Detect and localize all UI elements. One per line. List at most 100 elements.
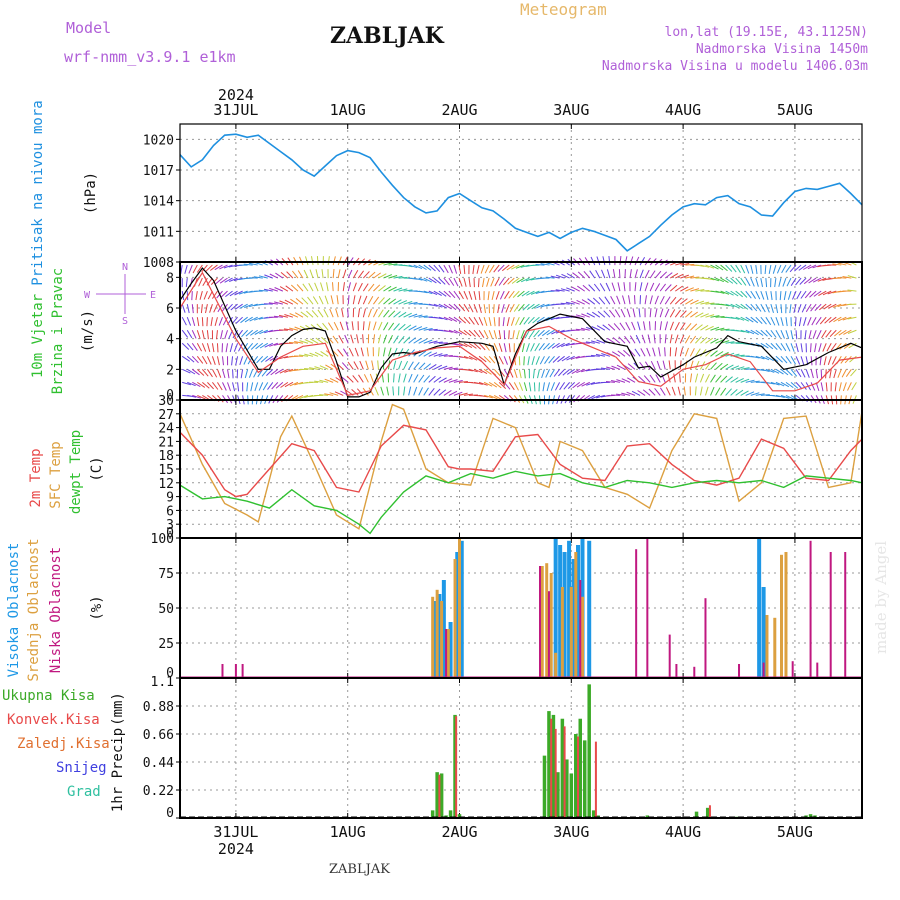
wind-arrow [478,329,485,338]
wind-arrow [606,269,611,279]
wind-arrow [363,374,369,383]
wind-arrow [629,269,632,279]
wind-arrow [642,389,651,396]
ytick-label: 6 [166,302,174,317]
wind-arrow [700,301,710,305]
wind-arrow [837,262,847,266]
wind-arrow [352,375,359,383]
wind-arrow [735,389,744,396]
wind-arrow [182,381,192,386]
wind-arrow [285,285,294,292]
precip-bar [542,755,547,818]
ytick-label: 0.22 [143,784,174,799]
precip-bar [591,810,596,818]
wind-arrow [629,256,634,266]
wind-arrow [715,362,723,370]
wind-arrow [453,277,459,287]
wind-arrow [805,303,812,313]
cloud-bar [574,552,578,678]
wind-arrow [191,368,200,376]
wind-arrow [659,308,664,318]
location-title: ZABLJAK [330,23,444,49]
wind-arrow [398,300,407,305]
wind-arrow [690,323,698,331]
wind-arrow [730,303,740,309]
wind-arrow [834,329,842,337]
wind-arrow [683,386,686,396]
wind-arrow [209,304,213,313]
wind-arrow [279,300,289,305]
wind-arrow [634,269,638,279]
wind-arrow [499,290,505,300]
wind-arrow [192,381,201,388]
wind-arrow [377,334,382,344]
cloud-bar [738,664,741,678]
wind-arrow [458,342,468,348]
wind-arrow [256,355,264,364]
wind-arrow [320,350,329,357]
wind-arrow [453,316,462,323]
wind-arrow [333,321,339,331]
wind-arrow [818,290,827,297]
wind-arrow [652,347,656,357]
wind-arrow [735,366,745,370]
cloud-bar [554,652,558,678]
wind-arrow [695,324,703,331]
panel-1-yticks: 0 2 4 6 8 [166,271,180,403]
wind-arrow [512,290,520,298]
wind-arrow [181,342,190,350]
wind-arrow [548,355,555,364]
wind-arrow [378,297,385,305]
wind-arrow [213,303,218,313]
wind-arrow [572,272,580,279]
wind-arrow [621,392,631,396]
wind-arrow [443,355,453,357]
wind-arrow [206,356,212,365]
wind-arrow [191,330,197,339]
wind-arrow [776,264,782,274]
wind-arrow [342,269,347,279]
wind-arrow [814,303,822,311]
wind-arrow [453,329,463,335]
wind-arrow [207,382,214,390]
wind-arrow [319,394,329,396]
wind-arrow [596,256,601,266]
wind-arrow [196,317,200,327]
wind-arrow [230,303,238,311]
wind-arrow [588,284,596,292]
wind-arrow [443,329,453,333]
wind-arrow [832,303,842,308]
wind-arrow [246,382,249,392]
wind-arrow [787,290,792,300]
wind-arrow [765,342,774,350]
precip-bar [554,728,557,818]
wind-arrow [526,290,535,296]
ytick-label: 9 [166,491,174,506]
wind-arrow [535,356,540,365]
wind-arrow [418,387,424,396]
wind-arrow [566,287,575,292]
wind-arrow [367,283,375,292]
wind-arrow [613,323,621,331]
wind-arrow [357,270,365,279]
wind-arrow [831,356,837,365]
wind-arrow [413,374,419,383]
wind-arrow [851,382,857,391]
wind-arrow [664,321,668,331]
wind-arrow [555,289,565,292]
wind-arrow [695,336,702,344]
wind-arrow [798,264,807,271]
wind-arrow [433,290,442,296]
wind-arrow [669,284,678,292]
ytick-label: 27 [158,408,174,423]
wind-arrow [679,360,682,370]
wind-arrow [413,277,423,281]
wind-arrow [818,303,827,311]
wind-arrow [493,394,503,401]
wind-arrow [418,327,428,331]
wind-arrow [383,297,391,305]
wind-arrow [216,369,222,378]
wind-arrow [782,277,787,287]
wind-arrow [805,369,810,378]
precip-series-0 [430,684,862,818]
